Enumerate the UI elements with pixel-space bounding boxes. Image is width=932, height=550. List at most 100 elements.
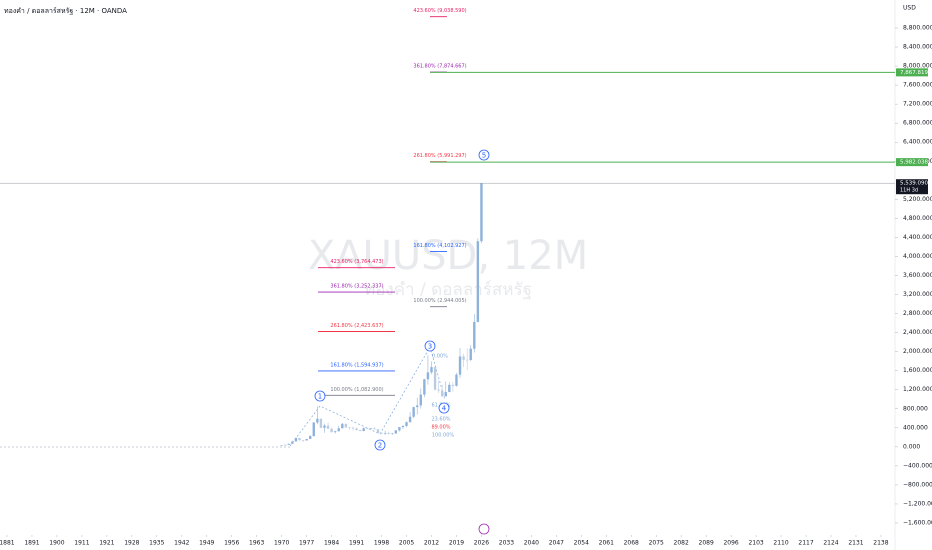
x-tick-label: 1900 (49, 540, 64, 547)
x-tick-label: 1881 (0, 540, 15, 547)
x-tick-label: 2019 (449, 540, 464, 547)
price-tag (896, 158, 928, 167)
y-tick-label: 8,000.000 (903, 63, 932, 70)
candle-body (341, 423, 344, 429)
last-price-tag (896, 179, 928, 195)
y-tick-label: 0.000 (903, 443, 920, 450)
x-tick-label: 2040 (524, 540, 539, 547)
candle-body (284, 444, 287, 446)
wave-path (289, 346, 446, 447)
x-tick-label: 1928 (124, 540, 139, 547)
candle-body (398, 427, 401, 431)
fib-label: 261.80% (5,991.297) (413, 153, 466, 159)
candle-body (348, 427, 351, 428)
candle-body (330, 428, 333, 433)
x-tick-label: 2047 (549, 540, 564, 547)
y-tick-label: −800.000 (903, 481, 932, 488)
wave-circle (438, 402, 450, 414)
candle-body (391, 433, 394, 435)
y-tick-label: 6,400.000 (903, 139, 932, 146)
candle-body (358, 430, 362, 431)
countdown: 11H 3d (900, 188, 918, 194)
candle-body (291, 441, 294, 444)
candle-body (416, 405, 419, 408)
x-tick-label: 2110 (773, 540, 788, 547)
candle-body (387, 433, 390, 434)
wave-label: 1 (318, 393, 322, 401)
x-tick-label: 2096 (723, 540, 738, 547)
x-tick-label: 2005 (399, 540, 414, 547)
wave-label: 2 (378, 442, 382, 450)
event-icon (478, 523, 490, 535)
x-tick-label: 2068 (624, 540, 639, 547)
fib-label: 161.80% (1,594.937) (330, 362, 383, 368)
fib-label: 100.00% (1,082.900) (330, 387, 383, 393)
x-tick-label: 1935 (149, 540, 164, 547)
y-tick-label: 400.000 (903, 424, 928, 431)
y-tick-label: 8,800.000 (903, 25, 932, 32)
candle-body (312, 422, 315, 437)
x-tick-label: 1963 (249, 540, 264, 547)
wave-label: 3 (428, 343, 432, 351)
y-tick-label: 7,200.000 (903, 101, 932, 108)
retracement-label: 0.00% (432, 354, 448, 360)
wave-circle (478, 149, 490, 161)
candle-body (301, 440, 305, 441)
y-tick-label: 5,200.000 (903, 196, 932, 203)
x-tick-label: 1942 (174, 540, 189, 547)
candle-body (344, 423, 348, 428)
x-tick-label: 1984 (324, 540, 339, 547)
candle-body (465, 359, 469, 361)
candle-body (426, 372, 430, 380)
x-tick-label: 1991 (349, 540, 364, 547)
candle-body (440, 390, 444, 397)
candle-body (369, 428, 373, 430)
price-tag (896, 68, 928, 77)
wave-circle (314, 390, 326, 402)
candle-body (326, 425, 330, 429)
retracement-label: 23.60% (431, 417, 450, 423)
x-tick-label: 2131 (848, 540, 863, 547)
x-tick-label: 1956 (224, 540, 239, 547)
candle-body (401, 425, 405, 428)
watermark: XAUUSD, 12M (308, 233, 588, 279)
x-tick-label: 2089 (699, 540, 714, 547)
candle-body (280, 445, 283, 446)
candle-body (319, 418, 323, 428)
y-tick-label: 2,400.000 (903, 329, 932, 336)
x-tick-label: 2026 (474, 540, 489, 547)
y-tick-label: 3,600.000 (903, 272, 932, 279)
y-tick-label: 1,600.000 (903, 367, 932, 374)
retracement-label: 100.00% (432, 433, 454, 439)
y-tick-label: 2,800.000 (903, 310, 932, 317)
candle-body (473, 321, 476, 349)
y-tick-label: 4,000.000 (903, 253, 932, 260)
candle-body (376, 429, 380, 434)
candle-body (366, 428, 369, 429)
wave-circle (374, 439, 386, 451)
candle-body (423, 379, 426, 395)
candle-body (444, 392, 447, 397)
x-tick-label: 2103 (748, 540, 763, 547)
candle-body (419, 394, 422, 406)
x-tick-label: 2061 (599, 540, 614, 547)
x-tick-label: 1977 (299, 540, 314, 547)
x-tick-label: 1949 (199, 540, 214, 547)
candle-body (408, 416, 412, 423)
fib-label: 423.60% (9,038.590) (413, 8, 466, 14)
candle-body (458, 356, 462, 375)
x-tick-label: 1970 (274, 540, 289, 547)
candle-body (455, 374, 458, 386)
candle-body (351, 427, 355, 429)
fib-label: 261.80% (2,423.637) (330, 323, 383, 329)
candle-body (448, 384, 451, 393)
candle-body (333, 431, 337, 433)
candle-body (480, 183, 483, 242)
candle-body (394, 430, 398, 434)
price-tag-label: 5,982.038 (900, 160, 928, 166)
candle-body (323, 425, 326, 428)
y-tick-label: −1,200.000 (903, 500, 932, 507)
candle-body (355, 428, 358, 431)
wave-label: 4 (442, 405, 447, 413)
